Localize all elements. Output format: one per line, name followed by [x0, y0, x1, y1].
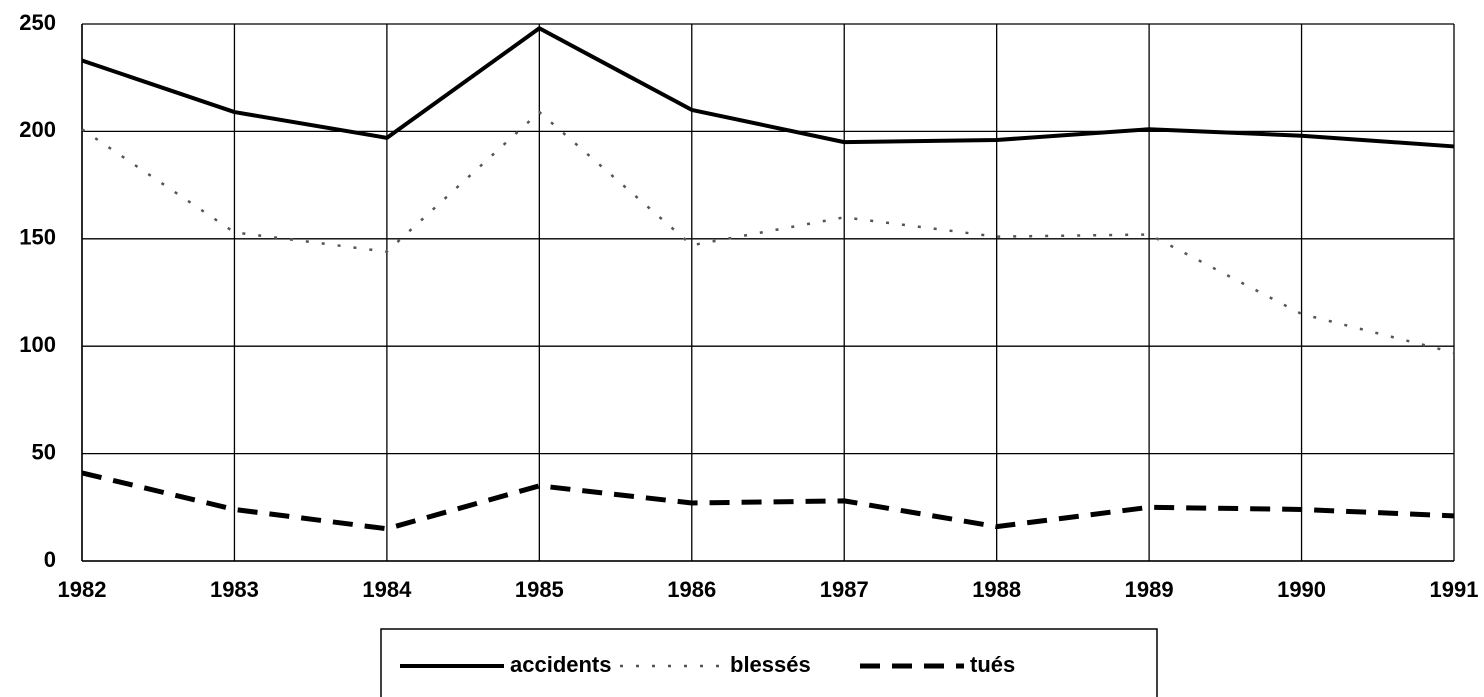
y-tick-label: 100: [19, 332, 56, 357]
x-tick-label: 1985: [515, 577, 564, 602]
legend-label: blessés: [730, 652, 811, 677]
series-line: [81, 470, 1455, 532]
y-tick-label: 150: [19, 225, 56, 250]
x-tick-label: 1982: [58, 577, 107, 602]
x-tick-label: 1983: [210, 577, 259, 602]
legend-label: accidents: [510, 652, 612, 677]
x-tick-label: 1990: [1277, 577, 1326, 602]
x-tick-label: 1987: [820, 577, 869, 602]
series-line: [81, 26, 1455, 149]
y-tick-label: 50: [32, 439, 56, 464]
x-tick-label: 1989: [1125, 577, 1174, 602]
x-tick-label: 1991: [1430, 577, 1479, 602]
x-tick-label: 1988: [972, 577, 1021, 602]
y-tick-label: 200: [19, 117, 56, 142]
y-tick-label: 0: [44, 547, 56, 572]
x-tick-label: 1984: [362, 577, 412, 602]
legend-label: tués: [970, 652, 1015, 677]
y-tick-label: 250: [19, 10, 56, 35]
series-line: [81, 110, 1455, 354]
legend-box: [380, 628, 1158, 697]
x-tick-label: 1986: [667, 577, 716, 602]
